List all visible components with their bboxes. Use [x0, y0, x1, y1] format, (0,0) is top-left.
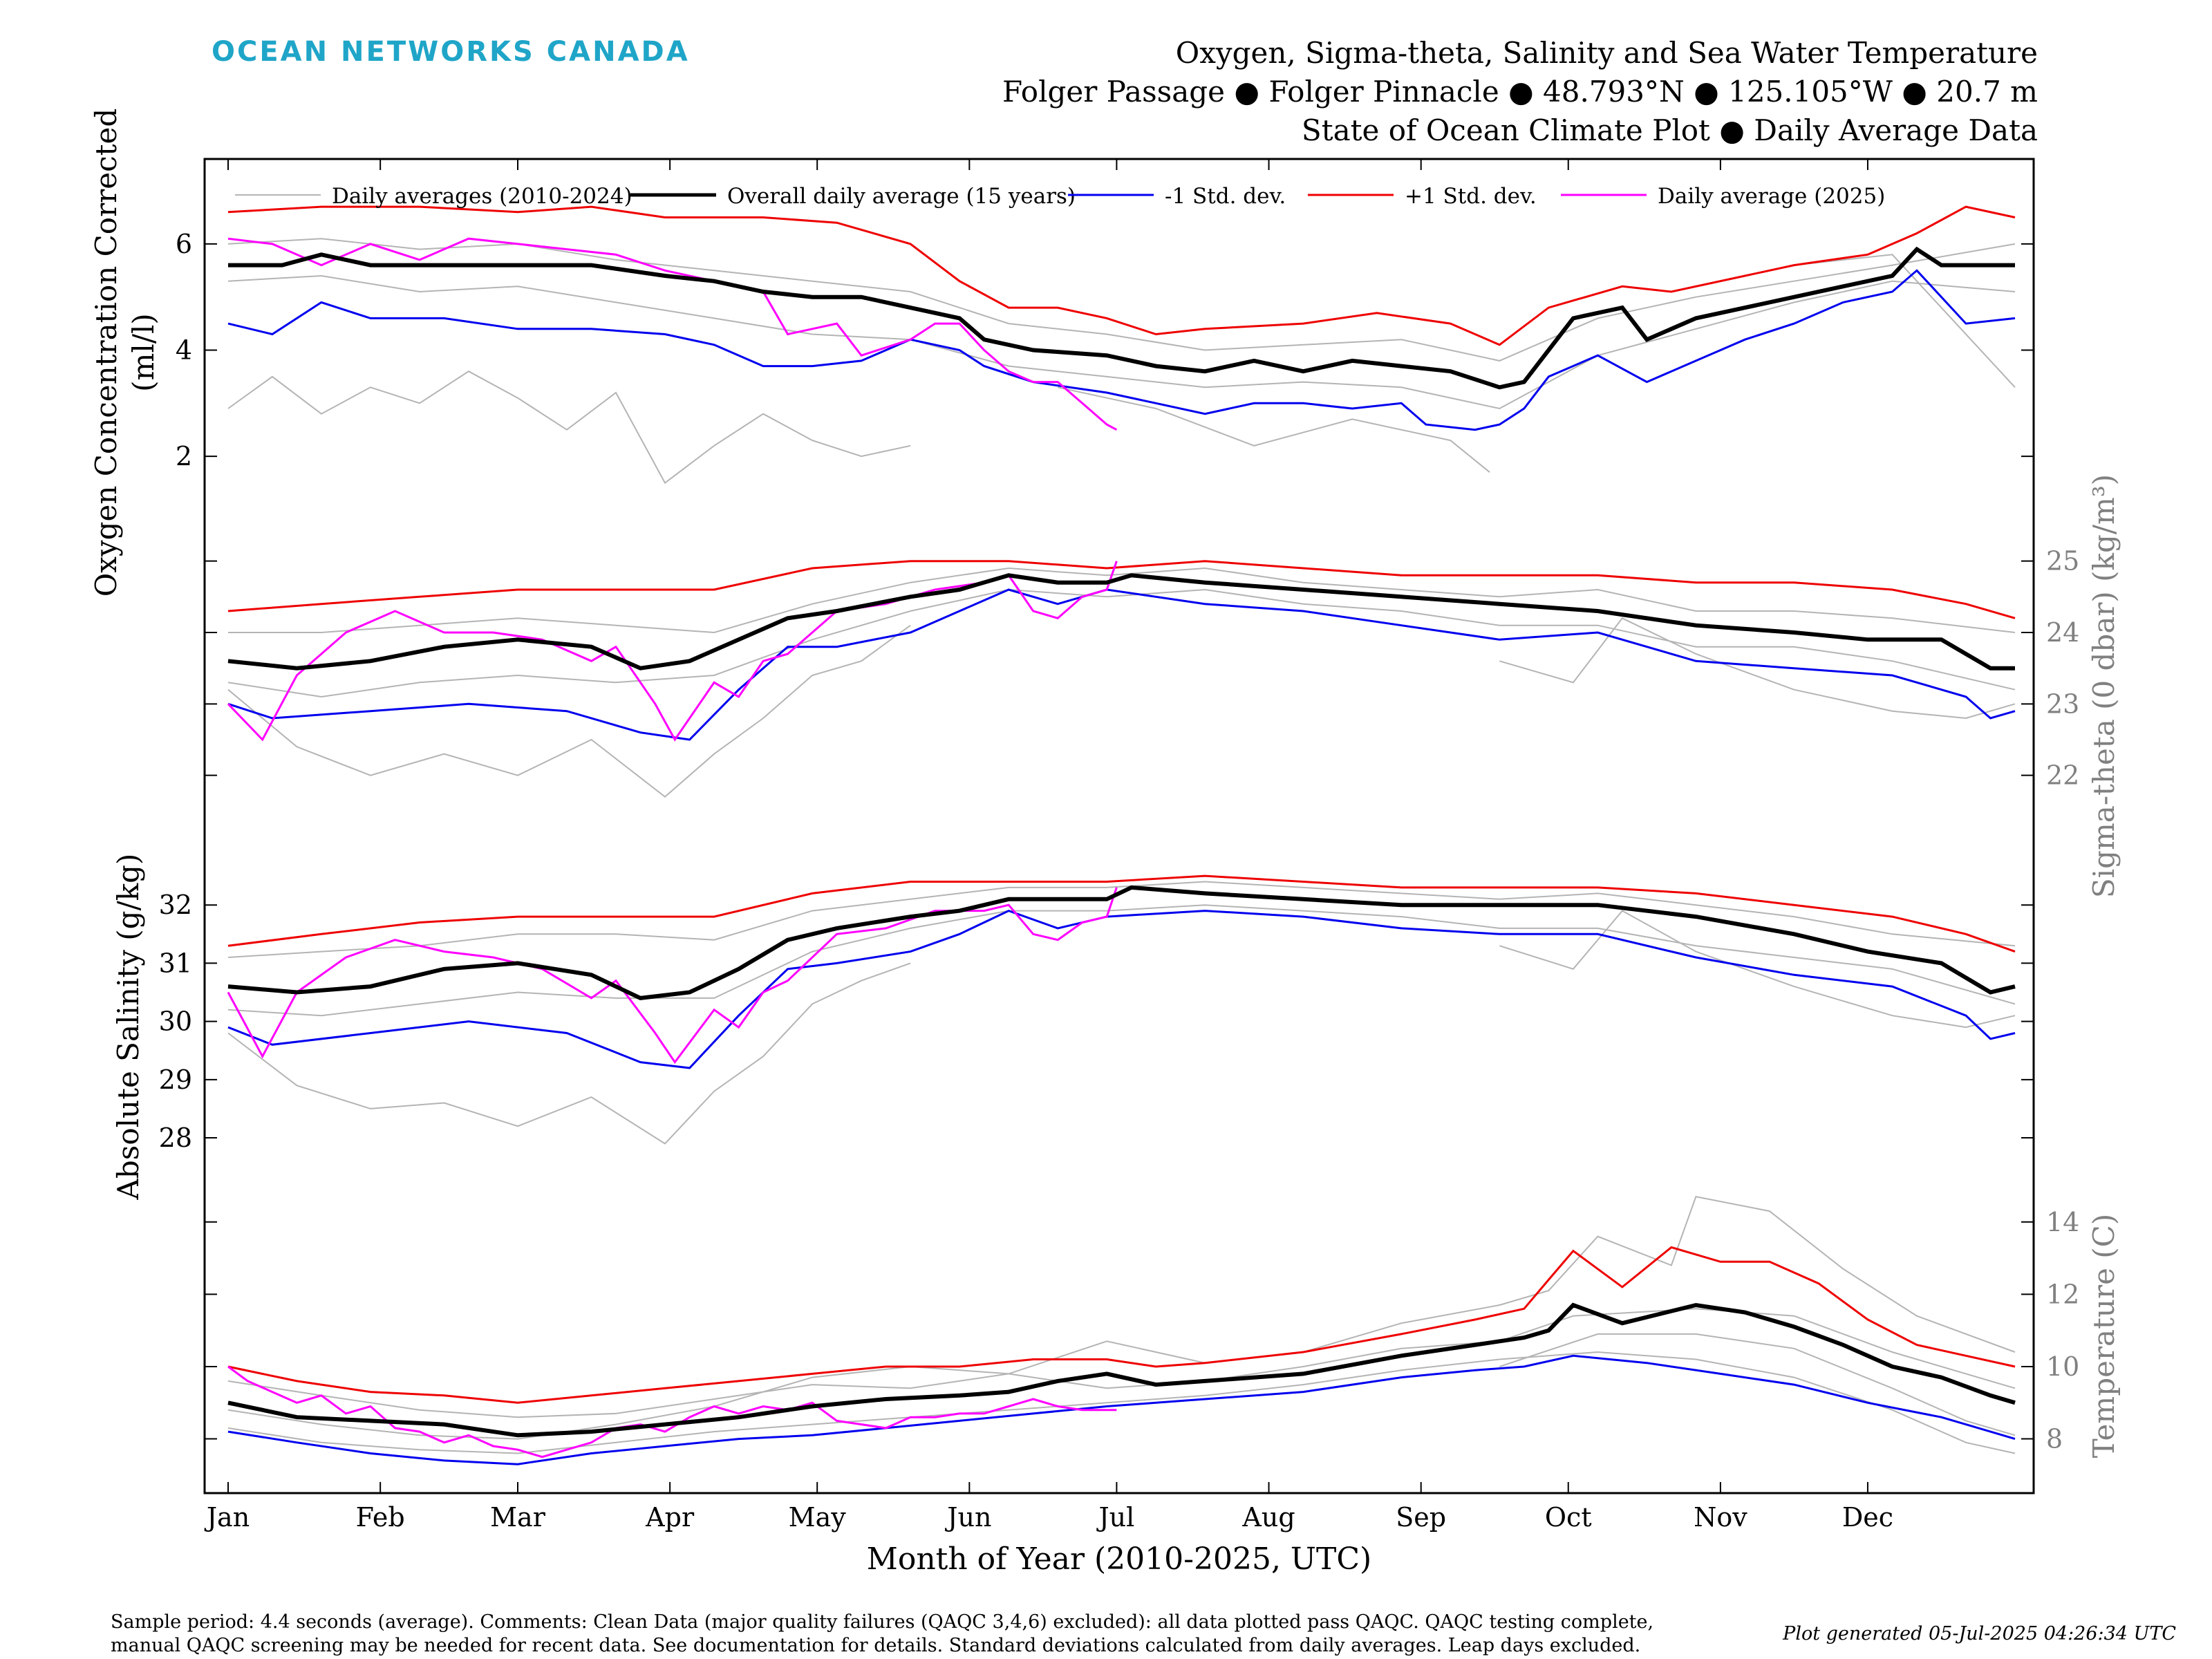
temperature-historic-series-line [1499, 1333, 2016, 1436]
oxygen-minus-std-series-line [227, 269, 2016, 431]
oxygen-overall-mean-series-line [228, 246, 2015, 390]
sigma-minus-std-series-line [227, 588, 2016, 741]
salinity-plus-std-series-line [227, 874, 2016, 953]
footer-note: Sample period: 4.4 seconds (average). Co… [111, 1611, 1654, 1656]
oxygen-historic-series-line [1057, 386, 1490, 473]
temperature-historic-series-line [227, 1351, 2016, 1454]
oxygen-historic-series-line [227, 274, 2016, 410]
y-axis-label: Temperature (C) [2087, 1214, 2121, 1458]
x-tick-label: Jul [1096, 1502, 1134, 1533]
x-axis-label: Month of Year (2010-2025, UTC) [867, 1541, 1371, 1577]
y-tick-label: 10 [2046, 1351, 2079, 1382]
brand-logo: OCEAN NETWORKS CANADA [212, 36, 690, 68]
x-tick-label: Aug [1241, 1502, 1295, 1533]
x-tick-label: Nov [1694, 1502, 1747, 1533]
x-tick-label: Mar [490, 1502, 546, 1533]
y-tick-label: 29 [159, 1065, 192, 1095]
x-tick-label: May [789, 1502, 847, 1533]
sigma-historic-series-line [227, 624, 911, 798]
y-axis-unit-label: (ml/l) [126, 313, 160, 392]
y-tick-label: 24 [2046, 617, 2079, 648]
sigma-historic-series-line [228, 567, 2016, 634]
temperature-minus-std-series-line [227, 1354, 2016, 1465]
x-tick-label: Oct [1545, 1502, 1592, 1533]
y-tick-label: 6 [176, 229, 192, 259]
oxygen-historic-series-line [227, 371, 911, 485]
y-tick-label: 2 [176, 441, 192, 471]
sigma-historic-series-line [227, 588, 2016, 698]
salinity-historic-series-line [227, 904, 2016, 1017]
x-tick-label: Jan [204, 1502, 250, 1533]
plot-frame [203, 158, 2035, 1494]
legend-label: +1 Std. dev. [1405, 184, 1537, 209]
temperature-plus-std-series-line [227, 1246, 2016, 1404]
y-axis-label: Absolute Salinity (g/kg) [111, 854, 145, 1201]
y-tick-label: 32 [159, 890, 192, 920]
chart-subtitle-location: Folger Passage ● Folger Pinnacle ● 48.79… [1002, 75, 2038, 109]
temperature-historic-series-line [227, 1195, 2016, 1440]
legend-label: Daily average (2025) [1658, 184, 1885, 209]
sigma-current-year-series-line [227, 561, 1118, 742]
temperature-historic-series-line [227, 1308, 2016, 1418]
oxygen-historic-series-line [227, 238, 2016, 362]
legend-label: Overall daily average (15 years) [727, 184, 1076, 209]
salinity-historic-series-line [227, 962, 911, 1145]
chart-title: Oxygen, Sigma-theta, Salinity and Sea Wa… [1175, 36, 2038, 70]
legend-label: -1 Std. dev. [1165, 184, 1286, 209]
x-tick-label: Feb [356, 1502, 405, 1533]
y-tick-label: 25 [2046, 546, 2079, 577]
y-axis-label: Oxygen Concentration Corrected [89, 109, 123, 597]
y-tick-label: 22 [2046, 760, 2079, 791]
sigma-overall-mean-series-line [227, 573, 2015, 671]
x-tick-label: Sep [1396, 1502, 1446, 1533]
x-tick-label: Apr [645, 1502, 695, 1533]
salinity-current-year-series-line [227, 887, 1118, 1065]
oxygen-current-year-series-line [227, 237, 1118, 431]
y-axis-label: Sigma-theta (0 dbar) (kg/m³) [2087, 474, 2121, 898]
x-tick-label: Jun [944, 1502, 991, 1533]
y-tick-label: 12 [2046, 1279, 2079, 1309]
sigma-plus-std-series-line [227, 560, 2016, 619]
y-tick-label: 14 [2046, 1207, 2079, 1237]
y-tick-label: 8 [2046, 1424, 2063, 1454]
salinity-overall-mean-series-line [227, 885, 2016, 1000]
legend-label: Daily averages (2010-2024) [332, 184, 632, 209]
salinity-historic-series-line [227, 881, 2016, 958]
sigma-historic-series-line [1499, 617, 2016, 720]
y-tick-label: 23 [2046, 688, 2079, 719]
plot-generated-timestamp: Plot generated 05-Jul-2025 04:26:34 UTC [1783, 1623, 2176, 1644]
chart-subtitle-type: State of Ocean Climate Plot ● Daily Aver… [1301, 113, 2038, 147]
salinity-historic-series-line [1499, 910, 2016, 1029]
x-tick-label: Dec [1842, 1502, 1893, 1533]
salinity-minus-std-series-line [227, 909, 2016, 1069]
oxygen-historic-series-line [1794, 254, 2016, 388]
y-tick-label: 31 [159, 948, 192, 978]
y-tick-label: 4 [176, 335, 192, 366]
y-tick-label: 28 [159, 1123, 192, 1153]
oxygen-plus-std-series-line [227, 205, 2016, 346]
temperature-overall-mean-series-line [227, 1302, 2016, 1438]
y-tick-label: 30 [159, 1006, 192, 1037]
